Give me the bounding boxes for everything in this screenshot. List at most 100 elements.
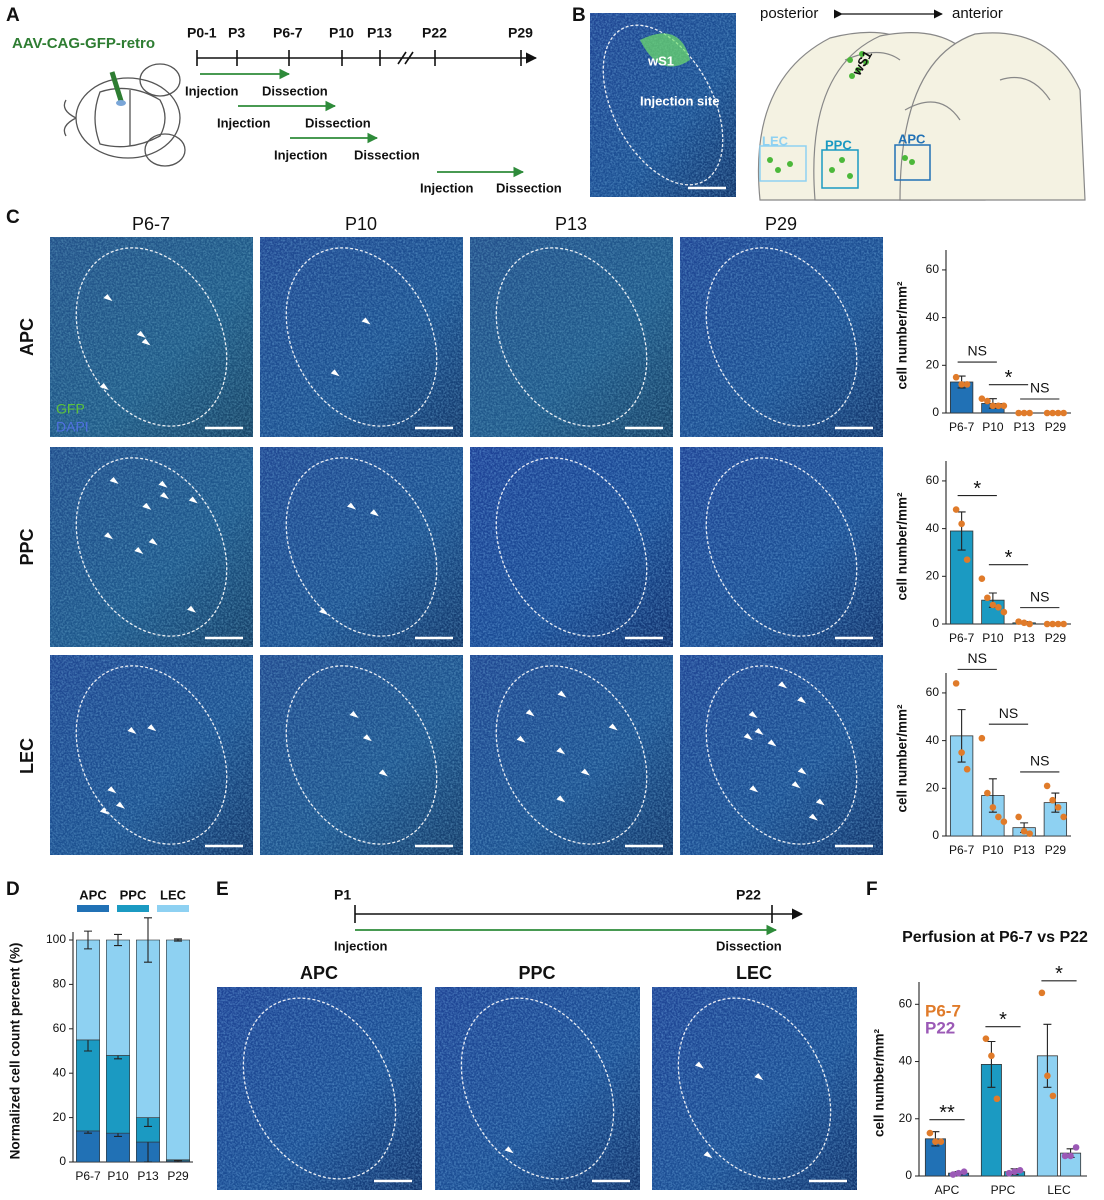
image-label: Injection site [640,93,719,108]
data-point [926,1129,934,1137]
x-tick-label: P29 [1045,631,1067,645]
legend-label: P22 [925,1018,955,1037]
arrowhead [767,739,777,747]
y-axis-label: cell number/mm² [895,492,910,601]
data-point [1020,619,1028,627]
tissue-texture [50,447,253,647]
region-outline [677,997,832,1180]
data-point [1020,827,1028,835]
gfp-tint [680,447,883,647]
legend-label: APC [79,887,107,902]
timeline [196,50,538,66]
bar-segment [76,1130,101,1163]
injection-image [590,13,736,197]
timepoint: P3 [228,25,245,41]
bar-segment [106,1132,131,1163]
x-tick-label: P29 [1045,843,1067,857]
legend-label: P6-7 [925,1001,961,1020]
data-point [1026,409,1033,417]
data-point [955,1169,962,1177]
region-outline [242,997,397,1180]
y-tick-label: 60 [926,473,940,487]
schedule-label: Dissection [354,147,420,162]
tissue-texture [260,237,463,437]
legend-swatch [117,905,149,912]
data-point [1026,620,1033,628]
arrowhead [104,532,114,540]
data-point [1000,818,1008,825]
legend-swatch [157,905,189,912]
gfp-tint [260,237,463,437]
tissue-texture [435,987,640,1190]
gfp-tint [435,987,640,1190]
chart-title: Perfusion at P6-7 vs P22 [902,929,1088,946]
arrowhead [369,509,379,517]
panel-label: D [6,879,20,900]
bar-segment [136,939,161,1118]
arrowhead [797,696,807,704]
schedule-label: Injection [274,147,328,162]
data-point [1054,409,1062,417]
arrowhead [136,330,146,338]
region-outline [495,665,648,845]
data-point [984,789,991,797]
arrowhead [147,724,157,732]
data-point [937,1138,945,1145]
data-point [978,734,986,742]
channel-label: DAPI [56,419,89,435]
arrowhead [778,681,788,689]
error-bar [957,511,966,551]
data-point [952,373,960,381]
x-tick-label: P13 [1013,420,1035,434]
x-tick-label: P13 [1013,631,1035,645]
y-tick-label: 20 [926,357,940,371]
data-point [988,1052,995,1060]
arrowhead [99,383,109,391]
arrowhead [159,492,169,500]
gfp-tint [680,237,883,437]
data-point [982,1035,990,1042]
schedule-label: Dissection [305,115,371,130]
region-outline [460,997,615,1180]
tissue-texture [680,447,883,647]
data-point [1015,618,1022,625]
arrowhead [504,1146,514,1154]
bar-segment [166,939,191,1161]
schedule-label: Dissection [262,83,328,98]
virus-label: AAV-CAG-GFP-retro [12,35,155,52]
data-point [958,381,965,388]
schedule-label: Injection [334,938,388,953]
y-tick-label: 40 [899,1054,913,1068]
data-point [1015,409,1022,417]
schedule-label: Dissection [716,938,782,953]
panel-label: E [216,879,229,900]
data-point [993,1095,1001,1103]
arrowhead [791,781,801,789]
atlas [757,31,1086,201]
arrowhead [748,711,758,719]
data-point [963,556,971,563]
y-tick-label: 60 [53,1021,67,1035]
arrowhead [694,1061,704,1069]
data-point [1072,1144,1080,1151]
data-point [978,395,986,402]
region-box [894,144,931,181]
timepoint: P22 [422,25,447,41]
data-point [963,765,971,773]
significance-label: ** [939,1102,955,1124]
region-outline [75,247,228,427]
y-tick-label: 20 [926,568,940,582]
data-point [984,397,991,405]
arrowhead [580,768,590,776]
error-bar [144,917,152,963]
arrowhead [808,813,818,821]
data-point [989,601,997,609]
data-point [1043,782,1051,790]
data-point [1049,796,1056,804]
y-tick-label: 20 [899,1111,913,1125]
x-tick-label: P13 [1013,843,1035,857]
data-point [1000,402,1008,410]
legend-swatch [77,905,109,912]
timepoint: P10 [329,25,354,41]
y-axis-label: cell number/mm² [895,281,910,390]
